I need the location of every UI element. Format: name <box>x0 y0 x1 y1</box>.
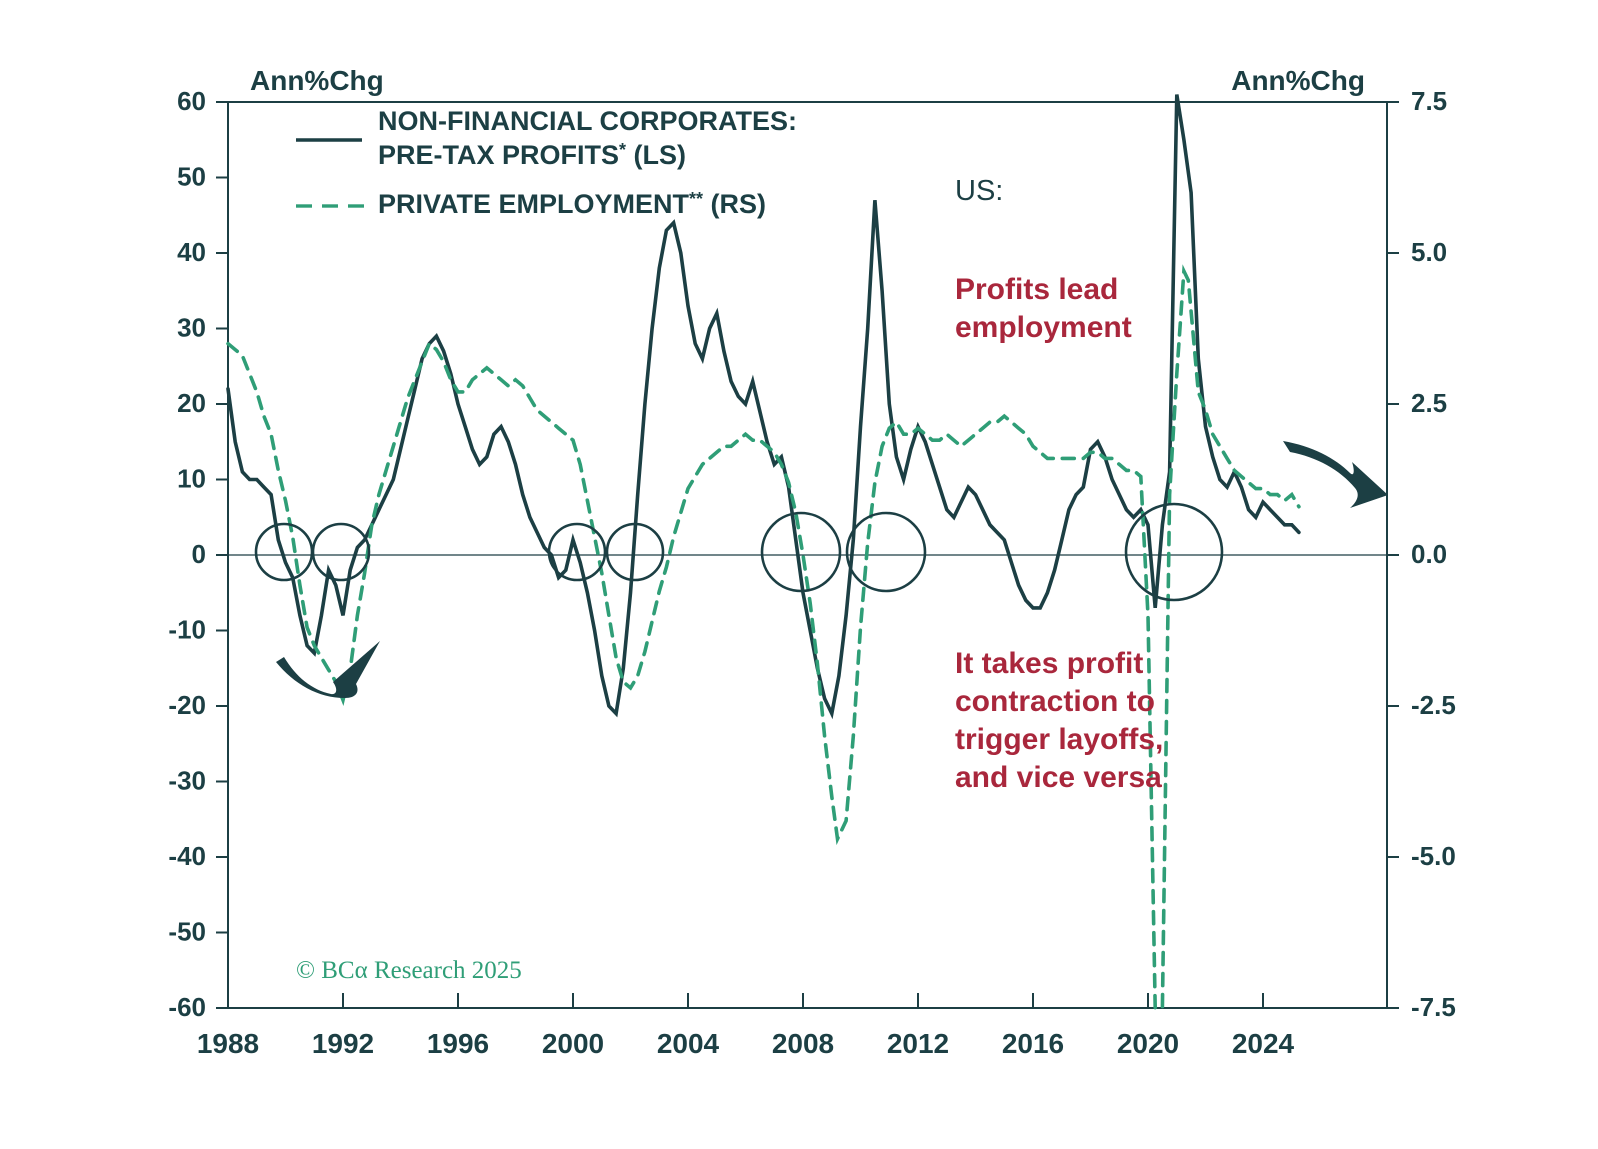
svg-text:employment: employment <box>955 311 1132 344</box>
svg-text:2020: 2020 <box>1117 1028 1179 1059</box>
svg-text:1988: 1988 <box>197 1028 259 1059</box>
svg-text:NON-FINANCIAL CORPORATES:: NON-FINANCIAL CORPORATES: <box>378 106 797 136</box>
svg-text:2016: 2016 <box>1002 1028 1064 1059</box>
svg-text:Profits lead: Profits lead <box>955 273 1118 306</box>
svg-text:7.5: 7.5 <box>1411 86 1447 116</box>
svg-text:-60: -60 <box>168 992 206 1022</box>
svg-text:Ann%Chg: Ann%Chg <box>1231 65 1365 96</box>
svg-text:PRE-TAX PROFITS* (LS): PRE-TAX PROFITS* (LS) <box>378 140 686 170</box>
svg-text:-20: -20 <box>168 690 206 720</box>
svg-text:-30: -30 <box>168 766 206 796</box>
svg-text:-2.5: -2.5 <box>1411 690 1456 720</box>
svg-text:10: 10 <box>177 464 206 494</box>
svg-text:5.0: 5.0 <box>1411 237 1447 267</box>
svg-text:Ann%Chg: Ann%Chg <box>250 65 384 96</box>
svg-text:PRIVATE EMPLOYMENT** (RS): PRIVATE EMPLOYMENT** (RS) <box>378 189 766 219</box>
svg-text:2004: 2004 <box>657 1028 720 1059</box>
svg-text:US:: US: <box>955 175 1003 207</box>
svg-text:-10: -10 <box>168 615 206 645</box>
svg-text:30: 30 <box>177 313 206 343</box>
svg-text:1992: 1992 <box>312 1028 374 1059</box>
svg-text:20: 20 <box>177 388 206 418</box>
svg-text:-40: -40 <box>168 841 206 871</box>
svg-text:contraction to: contraction to <box>955 685 1155 718</box>
svg-text:trigger layoffs,: trigger layoffs, <box>955 723 1163 756</box>
svg-text:2024: 2024 <box>1232 1028 1295 1059</box>
svg-text:1996: 1996 <box>427 1028 489 1059</box>
svg-text:0.0: 0.0 <box>1411 539 1447 569</box>
svg-text:2.5: 2.5 <box>1411 388 1447 418</box>
svg-text:50: 50 <box>177 162 206 192</box>
svg-text:40: 40 <box>177 237 206 267</box>
svg-text:60: 60 <box>177 86 206 116</box>
svg-text:-5.0: -5.0 <box>1411 841 1456 871</box>
svg-text:It takes profit: It takes profit <box>955 647 1143 680</box>
svg-text:0: 0 <box>192 539 206 569</box>
svg-text:and vice versa: and vice versa <box>955 761 1162 794</box>
svg-text:© BCα Research 2025: © BCα Research 2025 <box>296 957 522 984</box>
svg-text:2000: 2000 <box>542 1028 604 1059</box>
svg-text:2012: 2012 <box>887 1028 949 1059</box>
svg-text:2008: 2008 <box>772 1028 834 1059</box>
svg-text:-7.5: -7.5 <box>1411 992 1456 1022</box>
svg-text:-50: -50 <box>168 917 206 947</box>
